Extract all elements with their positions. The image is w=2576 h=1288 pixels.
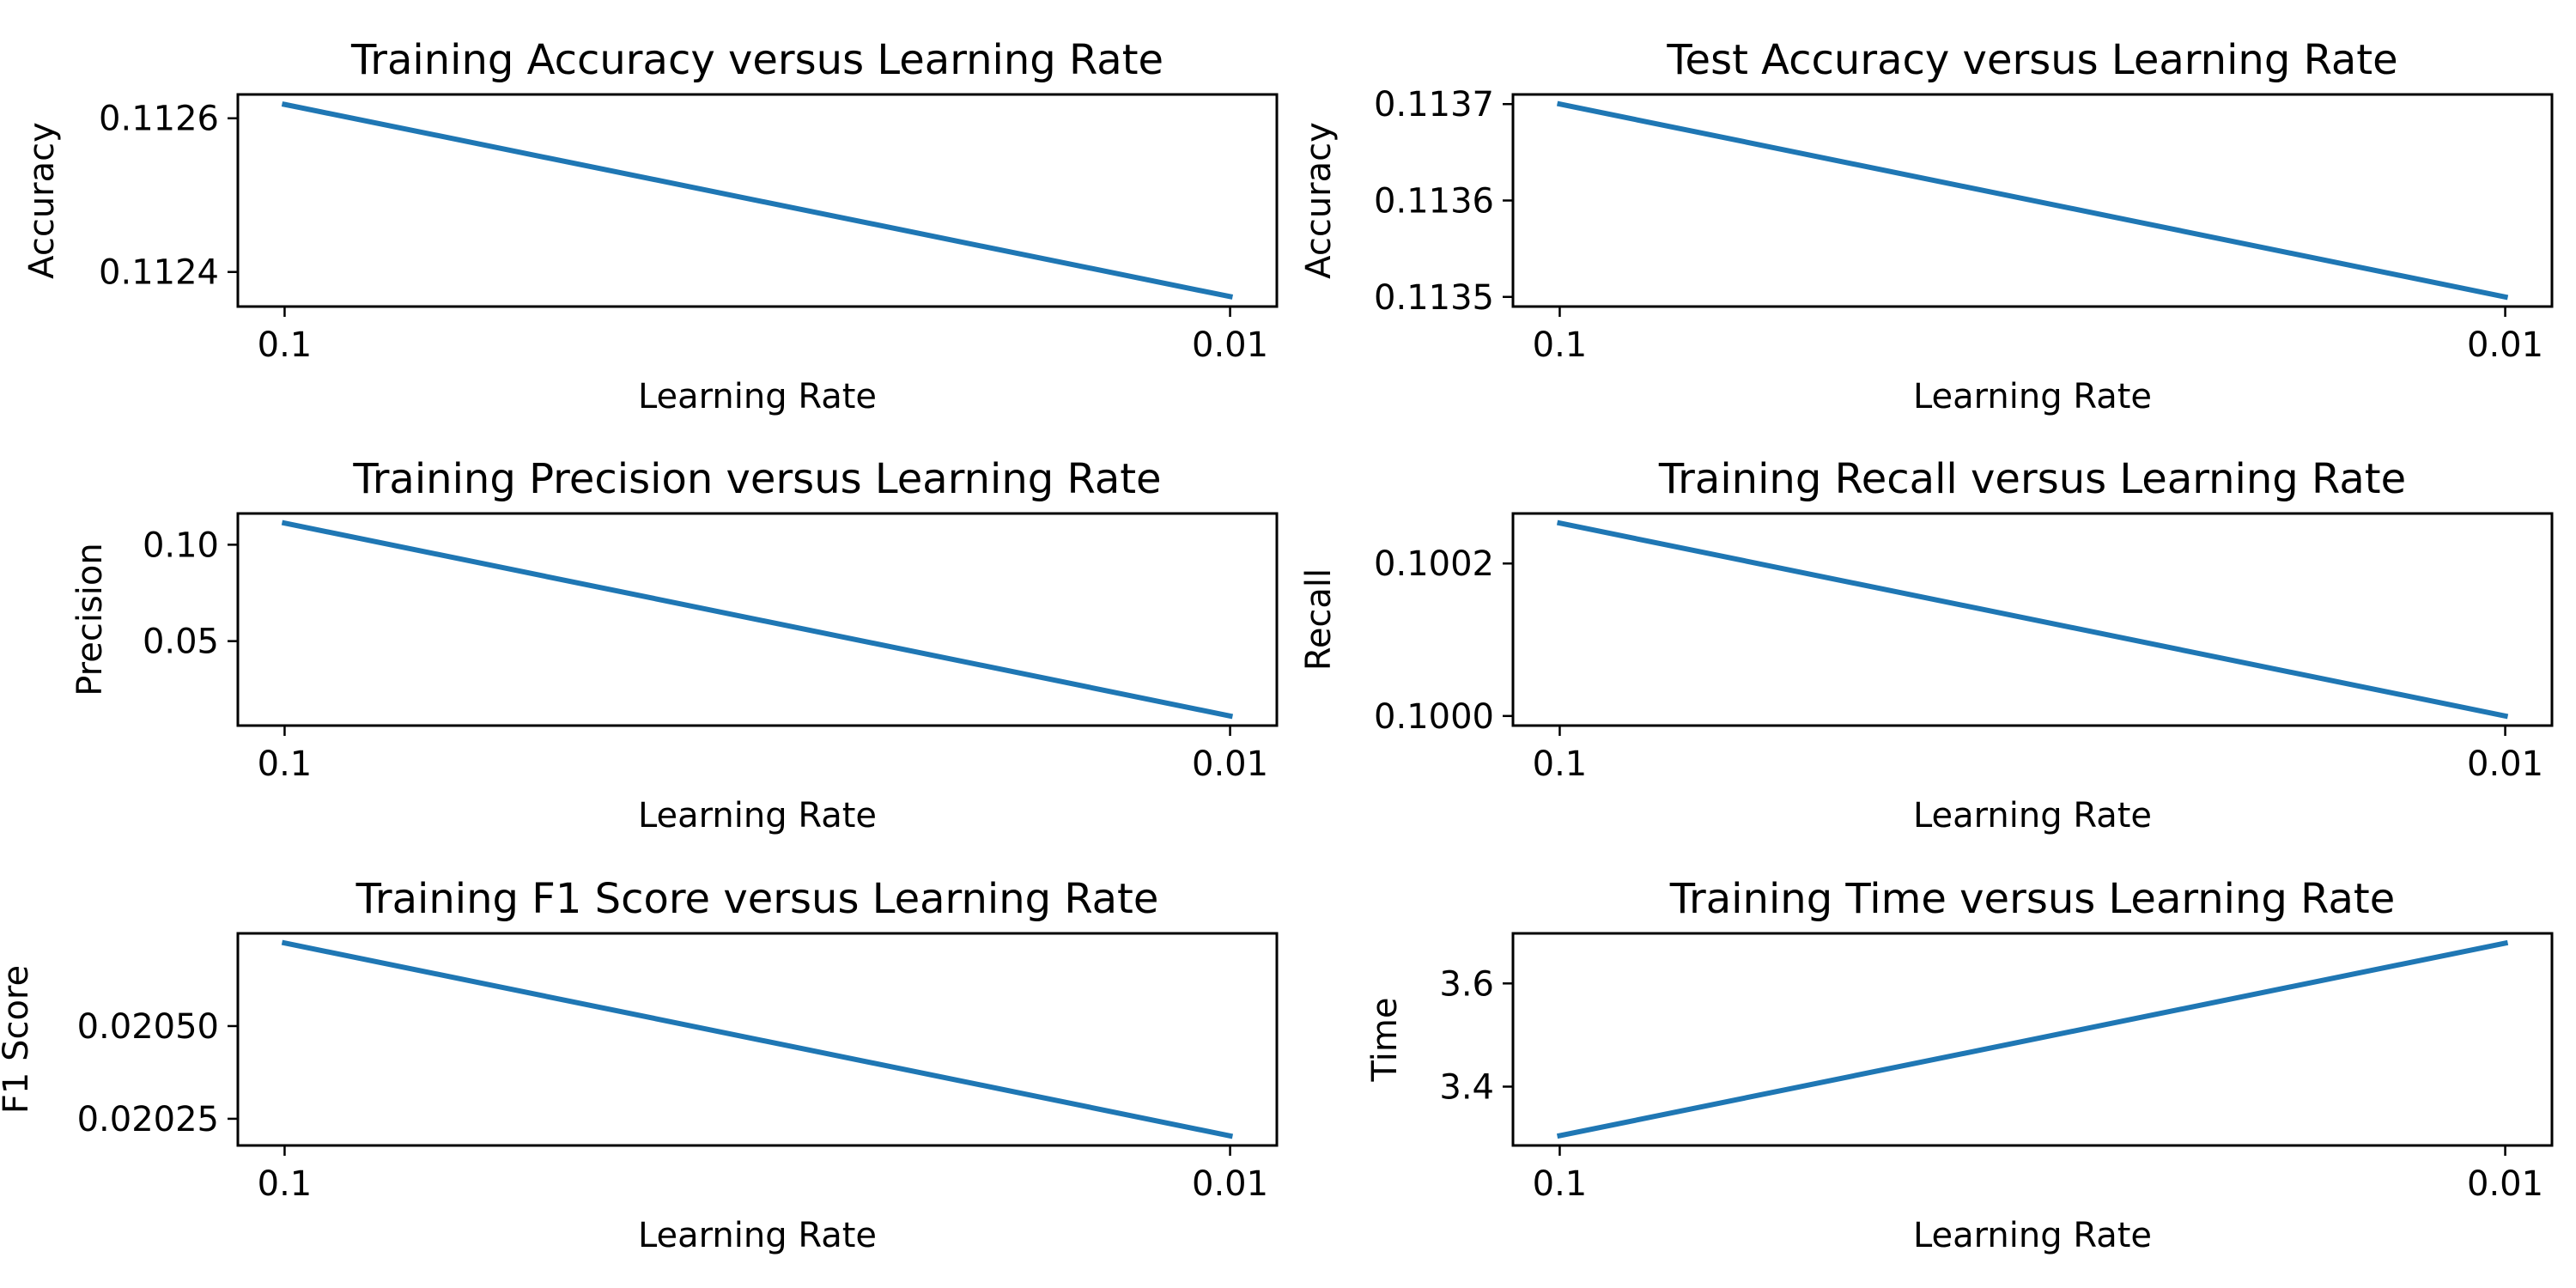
y-tick-label: 0.1137 [1374,85,1494,125]
series-line [1556,100,2509,301]
y-tick-label: 0.1126 [99,100,219,139]
x-axis-label: Learning Rate [1913,377,2152,416]
y-tick-label: 0.10 [143,526,219,565]
y-tick-label: 0.1124 [99,253,219,293]
y-axis-label: F1 Score [0,965,36,1114]
x-tick-label: 0.01 [2467,325,2543,365]
chart-title: Training F1 Score versus Learning Rate [355,875,1159,923]
x-tick-label: 0.01 [2467,744,2543,784]
x-tick-label: 0.1 [1533,325,1588,365]
x-tick-label: 0.1 [258,325,313,365]
x-axis-label: Learning Rate [1913,796,2152,835]
chart-title: Test Accuracy versus Learning Rate [1666,36,2397,84]
x-axis-label: Learning Rate [638,1216,877,1255]
chart-panel-1: Training Accuracy versus Learning Rate 0.… [22,36,1279,416]
y-tick-label: 0.1002 [1374,544,1494,584]
plot-frame [236,932,1279,1147]
y-axis-label: Accuracy [22,122,62,279]
chart-panel-2: Test Accuracy versus Learning Rate 0.1 0.0… [1299,36,2554,416]
y-tick-label: 0.1135 [1374,278,1494,318]
x-tick-label: 0.1 [1533,744,1588,784]
plot-frame [1511,932,2554,1147]
x-axis-label: Learning Rate [1913,1216,2152,1255]
y-axis-label: Accuracy [1299,122,1339,279]
x-tick-label: 0.1 [1533,1164,1588,1204]
x-tick-label: 0.01 [2467,1164,2543,1204]
x-tick-label: 0.1 [258,744,313,784]
y-axis-label: Recall [1299,568,1339,671]
y-tick-label: 0.05 [143,623,219,662]
series-line [1556,939,2509,1139]
y-tick-label: 0.1000 [1374,697,1494,737]
plot-frame [1511,512,2554,727]
plot-frame [236,512,1279,727]
y-axis-label: Precision [70,543,110,696]
chart-panel-6: Training Time versus Learning Rate 0.1 0.0… [1365,875,2554,1255]
y-tick-label: 0.02050 [77,1007,219,1047]
x-tick-label: 0.01 [1192,744,1268,784]
series-line [281,939,1234,1139]
x-tick-label: 0.01 [1192,1164,1268,1204]
series-line [281,101,1234,300]
y-tick-label: 3.6 [1439,964,1494,1004]
x-tick-label: 0.1 [258,1164,313,1204]
x-axis-label: Learning Rate [638,796,877,835]
x-axis-label: Learning Rate [638,377,877,416]
chart-title: Training Precision versus Learning Rate [352,455,1161,503]
y-tick-label: 0.1136 [1374,182,1494,222]
y-tick-label: 3.4 [1439,1067,1494,1107]
plot-frame [236,93,1279,308]
x-tick-label: 0.01 [1192,325,1268,365]
y-axis-label: Time [1365,998,1405,1083]
chart-title: Training Accuracy versus Learning Rate [350,36,1163,84]
series-line [1556,519,2509,720]
chart-title: Training Time versus Learning Rate [1669,875,2395,923]
chart-title: Training Recall versus Learning Rate [1658,455,2406,503]
chart-panel-5: Training F1 Score versus Learning Rate 0.… [0,875,1279,1255]
y-tick-label: 0.02025 [77,1100,219,1139]
series-line [281,519,1234,720]
chart-panel-3: Training Precision versus Learning Rate 0… [70,455,1279,835]
